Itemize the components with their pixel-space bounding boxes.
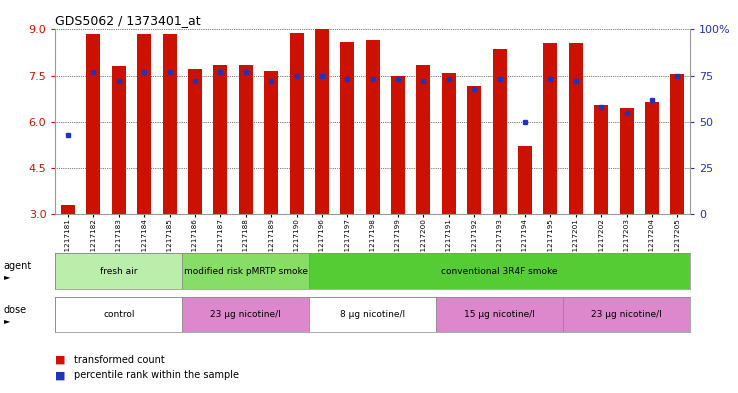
Bar — [315, 29, 329, 214]
Bar — [55, 253, 182, 289]
Text: fresh air: fresh air — [100, 267, 137, 275]
Bar — [188, 70, 202, 214]
Text: ►: ► — [4, 273, 10, 281]
Bar — [182, 297, 309, 332]
Text: modified risk pMRTP smoke: modified risk pMRTP smoke — [184, 267, 308, 275]
Bar — [569, 43, 583, 214]
Bar — [670, 74, 684, 214]
Text: dose: dose — [4, 305, 27, 315]
Bar — [309, 297, 436, 332]
Bar — [61, 205, 75, 214]
Bar — [137, 34, 151, 214]
Bar — [340, 42, 354, 214]
Bar — [563, 297, 690, 332]
Text: 8 µg nicotine/l: 8 µg nicotine/l — [340, 310, 405, 319]
Bar — [182, 253, 309, 289]
Bar — [493, 50, 506, 214]
Text: transformed count: transformed count — [74, 354, 165, 365]
Text: ■: ■ — [55, 354, 66, 365]
Bar — [86, 34, 100, 214]
Text: control: control — [103, 310, 134, 319]
Text: percentile rank within the sample: percentile rank within the sample — [74, 370, 239, 380]
Bar — [442, 73, 456, 214]
Text: 23 µg nicotine/l: 23 µg nicotine/l — [210, 310, 281, 319]
Bar — [162, 34, 176, 214]
Text: conventional 3R4F smoke: conventional 3R4F smoke — [441, 267, 558, 275]
Bar — [645, 102, 659, 214]
Bar — [309, 253, 690, 289]
Bar — [239, 65, 252, 214]
Bar — [289, 33, 303, 214]
Bar — [55, 297, 182, 332]
Text: ►: ► — [4, 316, 10, 325]
Text: ■: ■ — [55, 370, 66, 380]
Text: agent: agent — [4, 261, 32, 272]
Bar — [518, 147, 532, 214]
Text: 15 µg nicotine/l: 15 µg nicotine/l — [464, 310, 535, 319]
Text: 23 µg nicotine/l: 23 µg nicotine/l — [591, 310, 662, 319]
Bar — [594, 105, 608, 214]
Bar — [467, 86, 481, 214]
Bar — [543, 43, 557, 214]
Bar — [436, 297, 563, 332]
Bar — [366, 40, 379, 214]
Bar — [112, 66, 125, 214]
Bar — [264, 71, 278, 214]
Bar — [213, 65, 227, 214]
Bar — [620, 108, 633, 214]
Bar — [391, 75, 405, 214]
Text: GDS5062 / 1373401_at: GDS5062 / 1373401_at — [55, 14, 201, 27]
Bar — [416, 65, 430, 214]
